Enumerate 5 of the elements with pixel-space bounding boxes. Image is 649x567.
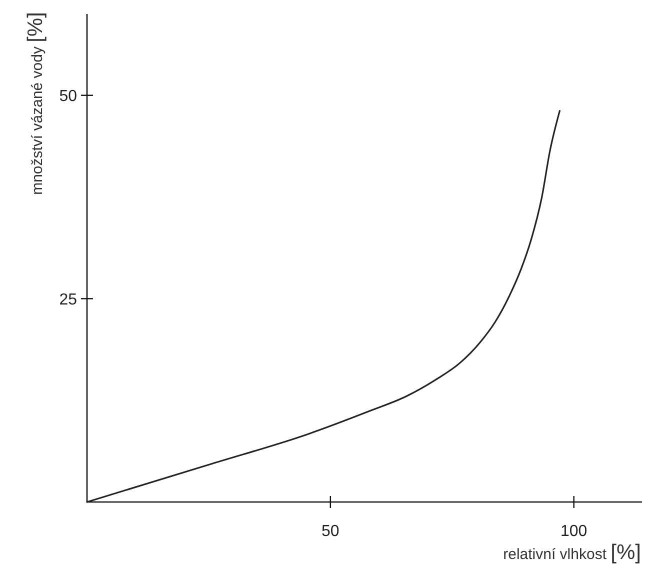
y-tick-label: 25 [59,291,78,308]
x-tick-label: 100 [560,523,588,540]
line-series [86,110,561,503]
x-axis-title: relativní vlhkost [%] [503,541,641,564]
y-axis-title: množství vázané vody [%] [24,12,47,195]
